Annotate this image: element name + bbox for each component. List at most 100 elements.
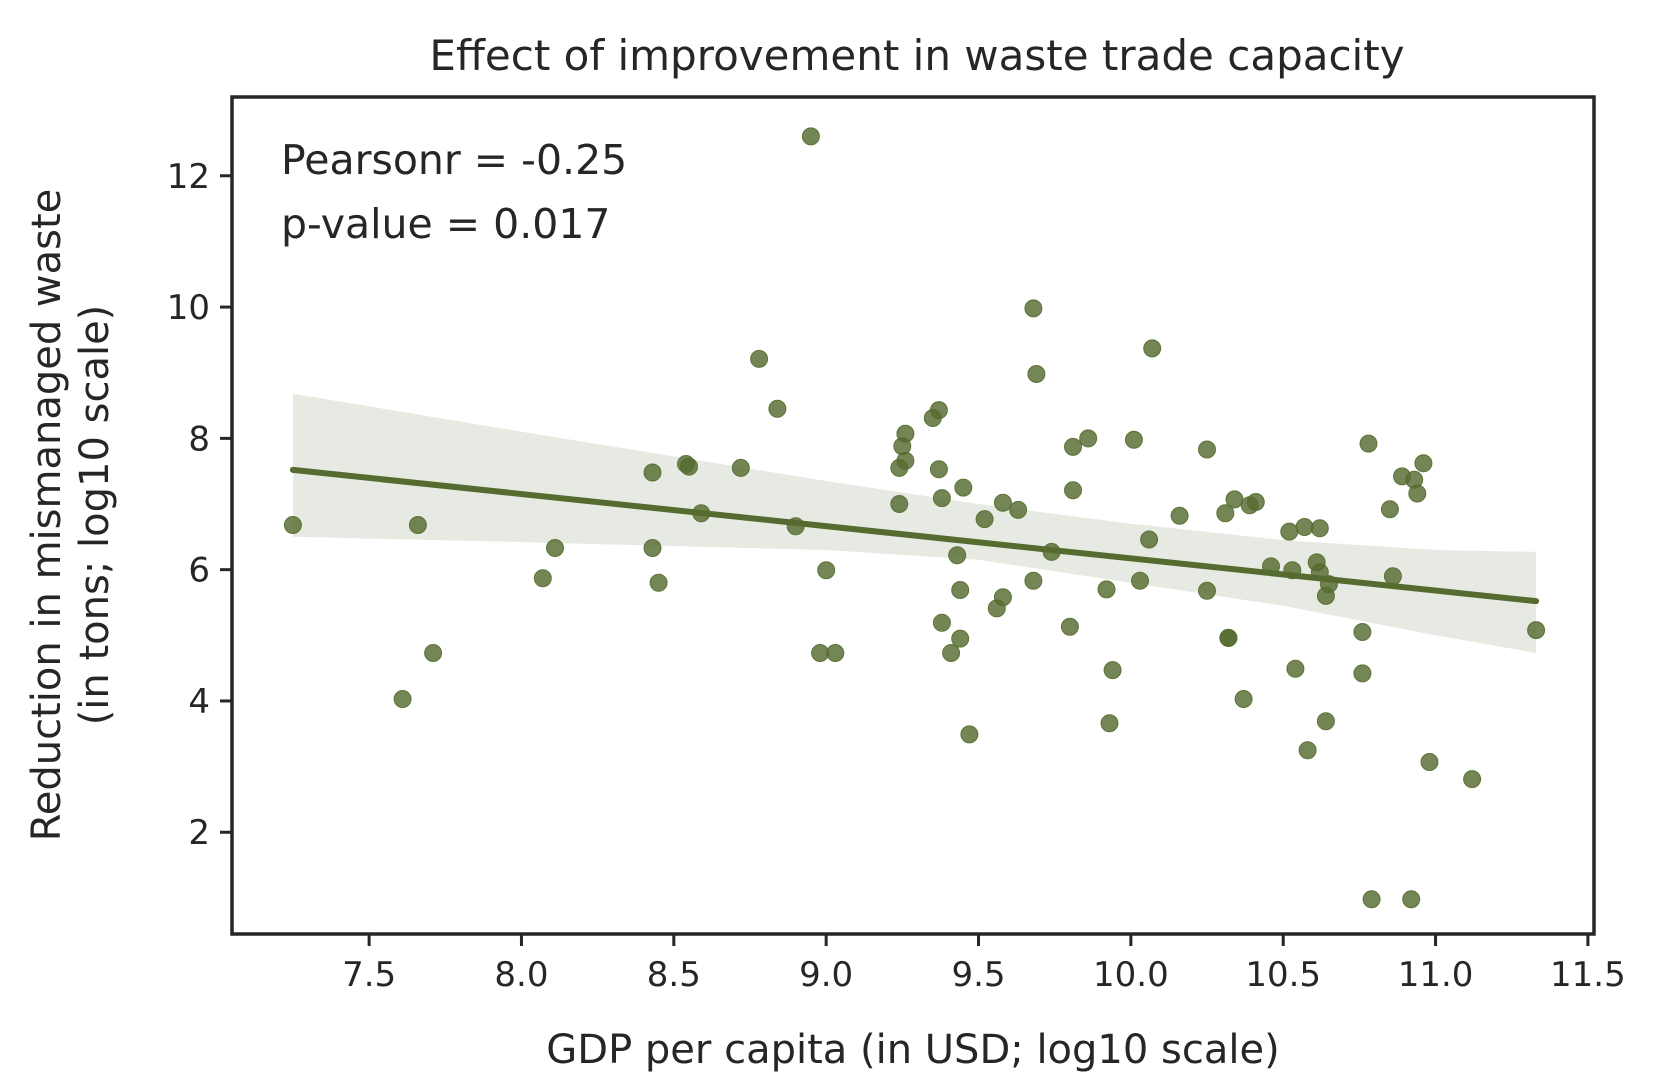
data-point-89 <box>1414 454 1433 473</box>
data-point-72 <box>1298 741 1317 760</box>
data-point-76 <box>1316 712 1335 731</box>
data-point-6 <box>546 539 564 557</box>
data-point-71 <box>1295 518 1314 536</box>
data-point-64 <box>1234 690 1253 708</box>
data-point-28 <box>929 460 948 479</box>
data-point-90 <box>1420 753 1439 771</box>
data-point-33 <box>951 629 970 648</box>
data-point-83 <box>1380 500 1399 519</box>
y-tick-label: 8 <box>188 419 210 459</box>
data-point-19 <box>817 561 836 580</box>
data-point-56 <box>1143 339 1162 358</box>
data-point-86 <box>1402 890 1421 909</box>
data-point-79 <box>1353 623 1372 641</box>
data-point-40 <box>993 493 1012 512</box>
x-tick-label: 8.5 <box>647 955 701 995</box>
data-point-34 <box>951 581 970 599</box>
data-point-52 <box>1103 661 1122 680</box>
data-point-21 <box>890 495 909 513</box>
data-point-30 <box>932 613 951 632</box>
data-point-20 <box>826 644 845 662</box>
x-tick-label: 8.0 <box>494 955 548 995</box>
y-axis-ticks: 2 4 6 8 10 12 <box>167 157 232 853</box>
y-tick-label: 4 <box>188 682 210 722</box>
x-tick-label: 11.0 <box>1398 955 1474 995</box>
y-tick-label: 6 <box>188 551 210 591</box>
data-point-18 <box>811 644 830 662</box>
data-point-42 <box>1024 571 1043 590</box>
data-point-58 <box>1198 440 1216 459</box>
data-point-39 <box>993 588 1012 607</box>
data-point-66 <box>1246 493 1265 511</box>
x-tick-label: 10.0 <box>1093 955 1169 995</box>
y-tick-label: 12 <box>167 157 210 197</box>
x-tick-label: 11.5 <box>1550 955 1626 995</box>
data-point-8 <box>643 539 662 557</box>
data-point-48 <box>1064 481 1082 500</box>
data-point-54 <box>1131 571 1149 590</box>
x-tick-label: 9.0 <box>799 955 853 995</box>
x-axis-ticks: 7.5 8.0 8.5 9.0 9.5 10.0 10.5 11.0 11.5 <box>342 934 1626 995</box>
data-point-29 <box>932 489 951 508</box>
data-point-59 <box>1198 581 1216 600</box>
data-point-9 <box>649 573 668 592</box>
confidence-band-layer <box>292 393 1537 653</box>
data-point-13 <box>731 458 750 477</box>
y-tick-label: 2 <box>188 813 210 853</box>
data-point-41 <box>1009 500 1028 519</box>
confidence-band <box>292 393 1537 653</box>
data-point-14 <box>750 349 769 368</box>
data-point-1 <box>283 516 302 534</box>
data-point-63 <box>1225 490 1244 509</box>
data-point-17 <box>801 127 820 146</box>
y-axis-label: Reduction in mismanaged waste (in tons; … <box>24 189 118 842</box>
data-point-35 <box>954 478 973 497</box>
data-point-25 <box>896 424 915 443</box>
data-point-70 <box>1286 659 1305 678</box>
pearson-annotation: Pearsonr = -0.25 <box>281 136 627 184</box>
data-point-47 <box>1064 437 1082 456</box>
data-point-68 <box>1280 522 1299 541</box>
x-tick-label: 9.5 <box>951 955 1005 995</box>
data-point-15 <box>768 399 787 418</box>
y-axis-label-line-1: Reduction in mismanaged waste <box>24 189 70 842</box>
data-point-49 <box>1079 429 1098 448</box>
data-point-62 <box>1219 628 1238 647</box>
x-tick-label: 7.5 <box>342 955 396 995</box>
data-point-2 <box>393 690 412 708</box>
data-point-3 <box>408 516 427 534</box>
chart-title: Effect of improvement in waste trade cap… <box>429 31 1404 80</box>
data-point-7 <box>643 463 662 482</box>
data-point-82 <box>1362 890 1381 909</box>
data-point-43 <box>1024 299 1043 318</box>
data-point-5 <box>533 569 552 588</box>
data-point-50 <box>1097 580 1116 599</box>
data-point-84 <box>1383 567 1402 586</box>
p-value-annotation: p-value = 0.017 <box>281 200 611 248</box>
data-point-36 <box>960 725 979 744</box>
regression-line <box>289 466 1540 605</box>
x-axis-label: GDP per capita (in USD; log10 scale) <box>546 1027 1279 1073</box>
data-point-4 <box>424 644 443 662</box>
regression-line-layer <box>289 466 1540 605</box>
data-point-37 <box>975 510 994 529</box>
data-point-88 <box>1408 484 1427 503</box>
data-point-57 <box>1170 506 1189 525</box>
x-tick-label: 10.5 <box>1245 955 1321 995</box>
y-tick-label: 10 <box>167 288 210 328</box>
data-point-80 <box>1353 664 1372 683</box>
data-point-11 <box>680 457 698 476</box>
data-point-51 <box>1100 714 1119 733</box>
data-point-60 <box>1216 504 1235 523</box>
data-point-92 <box>1527 621 1546 640</box>
data-point-53 <box>1124 430 1143 449</box>
plot-frame <box>230 95 1596 936</box>
y-axis-label-line-2: (in tons; log10 scale) <box>72 305 118 726</box>
data-point-81 <box>1359 434 1378 453</box>
data-point-46 <box>1060 617 1079 636</box>
data-point-55 <box>1140 530 1159 549</box>
data-point-31 <box>942 644 961 662</box>
data-point-27 <box>929 401 948 420</box>
data-point-44 <box>1027 365 1046 383</box>
